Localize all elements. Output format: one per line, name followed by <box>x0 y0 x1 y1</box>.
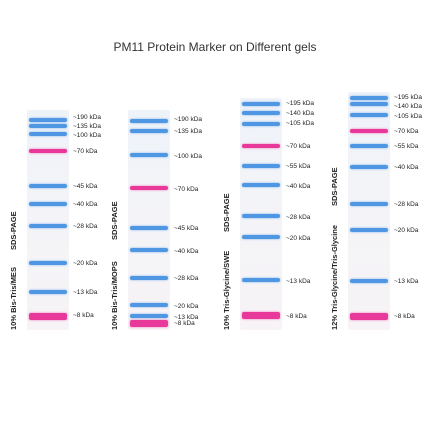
gel-type-label: 10% Bis-Tris/MOPS <box>110 261 119 330</box>
method-label: SDS-PAGE <box>110 201 119 240</box>
band-label: ~100 kDa <box>73 131 102 139</box>
band-label: ~8 kDa <box>286 312 307 320</box>
gel-band <box>242 311 280 319</box>
gel-band <box>130 226 168 230</box>
gel-band <box>130 276 168 280</box>
gel-lane <box>27 110 69 330</box>
band-label: ~135 kDa <box>174 127 203 135</box>
gel-band <box>350 228 388 232</box>
band-label: ~13 kDa <box>73 288 98 296</box>
gel-band <box>242 235 280 239</box>
gel-band <box>242 144 280 148</box>
band-label: ~20 kDa <box>394 226 419 234</box>
gel-lane <box>348 92 390 330</box>
gel-band <box>350 144 388 148</box>
band-label: ~55 kDa <box>394 142 419 150</box>
band-label: ~140 kDa <box>286 109 315 117</box>
band-label: ~70 kDa <box>394 127 419 135</box>
gel-band <box>350 113 388 117</box>
gel-band <box>130 119 168 123</box>
band-label: ~8 kDa <box>174 319 195 327</box>
gel-band <box>130 248 168 252</box>
band-label: ~195 kDa <box>286 99 315 107</box>
band-label: ~190 kDa <box>73 113 102 121</box>
gel-lane <box>240 98 282 330</box>
figure-title: PM11 Protein Marker on Different gels <box>113 40 317 54</box>
method-label: SDS-PAGE <box>9 211 18 250</box>
gel-band <box>130 129 168 133</box>
gel-band <box>29 124 67 128</box>
band-label: ~105 kDa <box>286 119 315 127</box>
gel-band <box>130 303 168 307</box>
gel-type-label: 12% Tris-Glycine/Tris-Glycine <box>330 224 339 330</box>
band-label: ~40 kDa <box>73 200 98 208</box>
gel-band <box>130 319 168 327</box>
band-label: ~28 kDa <box>174 274 199 282</box>
gel-band <box>29 290 67 294</box>
band-label: ~20 kDa <box>286 234 311 242</box>
gel-lane <box>128 110 170 330</box>
band-label: ~20 kDa <box>73 259 98 267</box>
gel-band <box>350 165 388 169</box>
band-label: ~28 kDa <box>286 213 311 221</box>
band-label: ~8 kDa <box>394 312 415 320</box>
band-label: ~8 kDa <box>73 311 94 319</box>
band-label: ~40 kDa <box>174 247 199 255</box>
gel-band <box>29 202 67 206</box>
band-label: ~13 kDa <box>394 277 419 285</box>
gel-band <box>242 278 280 282</box>
gel-band <box>242 183 280 187</box>
gel-band <box>350 312 388 320</box>
band-label: ~100 kDa <box>174 152 203 160</box>
band-label: ~45 kDa <box>73 182 98 190</box>
gel-band <box>130 314 168 318</box>
gel-band <box>350 96 388 100</box>
gel-band <box>29 132 67 136</box>
gel-band <box>242 111 280 115</box>
band-label: ~70 kDa <box>174 185 199 193</box>
gel-band <box>350 202 388 206</box>
band-label: ~13 kDa <box>286 277 311 285</box>
band-label: ~45 kDa <box>174 224 199 232</box>
band-label: ~40 kDa <box>286 182 311 190</box>
gel-band <box>350 102 388 106</box>
gel-band <box>29 312 67 320</box>
gel-band <box>350 129 388 133</box>
band-label: ~135 kDa <box>73 122 102 130</box>
band-label: ~20 kDa <box>174 302 199 310</box>
gel-band <box>29 261 67 265</box>
band-label: ~28 kDa <box>394 200 419 208</box>
gel-band <box>29 184 67 188</box>
gel-band <box>242 164 280 168</box>
gel-band <box>130 186 168 190</box>
gel-band <box>29 149 67 153</box>
method-label: SDS-PAGE <box>222 193 231 232</box>
gel-type-label: 10% Bis-Tris/MES <box>9 267 18 330</box>
gel-band <box>350 279 388 283</box>
band-label: ~55 kDa <box>286 162 311 170</box>
band-label: ~105 kDa <box>394 112 423 120</box>
gel-band <box>29 118 67 122</box>
band-label: ~190 kDa <box>174 115 203 123</box>
band-label: ~28 kDa <box>73 222 98 230</box>
gel-band <box>130 153 168 157</box>
gel-band <box>29 224 67 228</box>
gel-band <box>242 102 280 106</box>
gel-band <box>242 214 280 218</box>
method-label: SDS-PAGE <box>330 167 339 206</box>
gel-band <box>242 122 280 126</box>
band-label: ~70 kDa <box>73 147 98 155</box>
band-label: ~40 kDa <box>394 163 419 171</box>
band-label: ~140 kDa <box>394 102 423 110</box>
band-label: ~195 kDa <box>394 93 423 101</box>
gel-type-label: 10% Tris-Glycine/SWE <box>222 250 231 330</box>
band-label: ~70 kDa <box>286 142 311 150</box>
band-label: ~13 kDa <box>174 313 199 321</box>
